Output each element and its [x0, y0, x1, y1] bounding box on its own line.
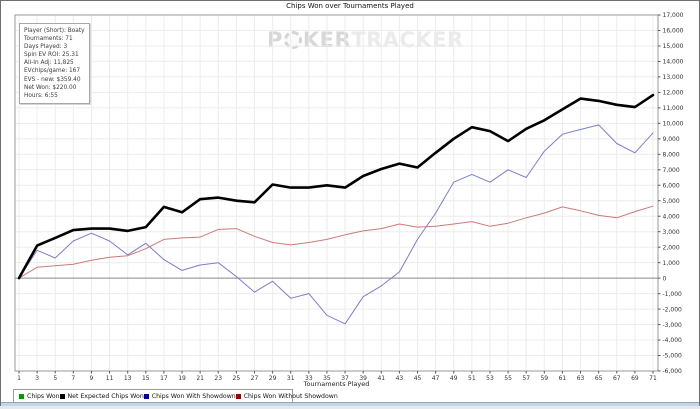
line-net-expected-chips-won: [17, 93, 655, 280]
svg-text:61: 61: [559, 375, 567, 382]
legend-label: Chips Won: [27, 393, 60, 400]
svg-text:19: 19: [178, 375, 186, 382]
svg-text:49: 49: [450, 375, 458, 382]
svg-text:43: 43: [396, 375, 404, 382]
svg-text:67: 67: [613, 375, 621, 382]
svg-text:9: 9: [90, 375, 94, 382]
svg-text:9,000: 9,000: [663, 136, 680, 143]
svg-text:10,000: 10,000: [663, 121, 684, 128]
legend-item: Chips Won With Showdown: [143, 393, 236, 400]
stats-line: Tournaments: 71: [24, 36, 73, 43]
svg-text:5,000: 5,000: [663, 198, 680, 205]
stats-line: EVS - new: $359.40: [24, 76, 81, 83]
legend-swatch-icon: [143, 394, 149, 399]
svg-text:37: 37: [341, 375, 349, 382]
plot-border: [14, 14, 659, 372]
stats-line: Days Played: 3: [24, 44, 68, 51]
svg-text:47: 47: [432, 375, 440, 382]
stats-box: Player (Short): Boaty Tournaments: 71 Days…: [19, 23, 90, 104]
stats-line: Spin EV ROI: 25.31: [24, 52, 79, 59]
svg-text:33: 33: [305, 375, 313, 382]
svg-text:6,000: 6,000: [663, 182, 680, 189]
svg-text:35: 35: [323, 375, 331, 382]
stats-line: Player (Short): Boaty: [24, 28, 85, 34]
window-bottom-edge: [1, 402, 699, 406]
legend-swatch-icon: [59, 394, 65, 399]
svg-text:0: 0: [663, 275, 667, 282]
svg-text:69: 69: [631, 375, 639, 382]
watermark-text-tracker: TRACKER: [351, 28, 464, 52]
svg-text:29: 29: [269, 375, 277, 382]
legend-item: Chips Won: [19, 393, 60, 400]
stats-line: All-In Adj: 11,825: [24, 60, 74, 67]
svg-text:2,000: 2,000: [663, 244, 680, 251]
svg-text:13: 13: [124, 375, 132, 382]
svg-text:15,000: 15,000: [663, 43, 684, 50]
y-axis-labels: -6,000 -5,000 -4,000 -3,000 -2,000 -1,000 0 1,0…: [658, 12, 684, 375]
legend-label: Chips Won With Showdown: [151, 393, 236, 400]
svg-text:59: 59: [540, 375, 548, 382]
stats-line: Net Won: $220.00: [24, 84, 77, 91]
svg-text:65: 65: [595, 375, 603, 382]
x-axis-labels: 1 3 5 7 9 11 13 15 17 19 21 23 25 27 29 31 33 35 37 39 41 43 4…: [17, 371, 657, 382]
svg-text:7: 7: [71, 375, 75, 382]
svg-text:-5,000: -5,000: [663, 353, 683, 360]
x-gridlines: [18, 15, 654, 371]
svg-text:7,000: 7,000: [663, 167, 680, 174]
svg-text:11,000: 11,000: [663, 105, 684, 112]
svg-text:27: 27: [251, 375, 259, 382]
y-gridlines: [15, 14, 658, 372]
svg-text:3,000: 3,000: [663, 229, 680, 236]
poker-chip-icon: [283, 31, 302, 49]
x-axis-title: Tournaments Played: [303, 380, 370, 388]
svg-text:15: 15: [142, 375, 150, 382]
legend-item: Net Expected Chips Won: [59, 393, 144, 400]
svg-text:8,000: 8,000: [663, 152, 680, 159]
legend-item: Chips Won Without Showdown: [235, 393, 338, 400]
svg-text:57: 57: [522, 375, 530, 382]
svg-text:13,000: 13,000: [663, 74, 684, 81]
svg-text:55: 55: [504, 375, 512, 382]
legend-label: Net Expected Chips Won: [67, 393, 144, 400]
svg-text:21: 21: [196, 375, 204, 382]
svg-text:4,000: 4,000: [663, 213, 680, 220]
svg-text:16,000: 16,000: [663, 28, 684, 35]
svg-text:-1,000: -1,000: [663, 291, 683, 298]
svg-text:71: 71: [649, 375, 657, 382]
svg-text:-4,000: -4,000: [663, 337, 683, 344]
line-chips-won-without-showdown: [18, 205, 654, 279]
svg-text:63: 63: [577, 375, 585, 382]
svg-text:17,000: 17,000: [663, 12, 684, 19]
legend-swatch-icon: [235, 394, 241, 399]
svg-text:41: 41: [377, 375, 385, 382]
svg-text:5: 5: [53, 375, 57, 382]
line-chips-won-with-showdown: [18, 124, 654, 325]
svg-text:53: 53: [486, 375, 494, 382]
svg-text:17: 17: [160, 375, 168, 382]
svg-text:51: 51: [468, 375, 476, 382]
svg-text:1: 1: [17, 375, 21, 382]
svg-text:-3,000: -3,000: [663, 322, 683, 329]
svg-text:31: 31: [287, 375, 295, 382]
svg-text:11: 11: [106, 375, 114, 382]
svg-text:-6,000: -6,000: [663, 368, 683, 375]
svg-text:3: 3: [35, 375, 39, 382]
chart-title: Chips Won over Tournaments Played: [286, 2, 414, 10]
svg-text:23: 23: [214, 375, 222, 382]
svg-text:14,000: 14,000: [663, 59, 684, 66]
legend-label: Chips Won Without Showdown: [243, 393, 338, 400]
svg-text:45: 45: [414, 375, 422, 382]
chart-legend: Chips Won Net Expected Chips Won Chips Won…: [13, 389, 338, 404]
svg-text:1,000: 1,000: [663, 260, 680, 267]
svg-text:12,000: 12,000: [663, 90, 684, 97]
legend-swatch-icon: [19, 394, 24, 399]
stats-line: EVchips/game: 167: [24, 68, 81, 75]
stats-line: Hours: 6:55: [24, 92, 58, 99]
svg-text:-2,000: -2,000: [663, 306, 683, 313]
svg-text:39: 39: [359, 375, 367, 382]
svg-text:25: 25: [233, 375, 241, 382]
